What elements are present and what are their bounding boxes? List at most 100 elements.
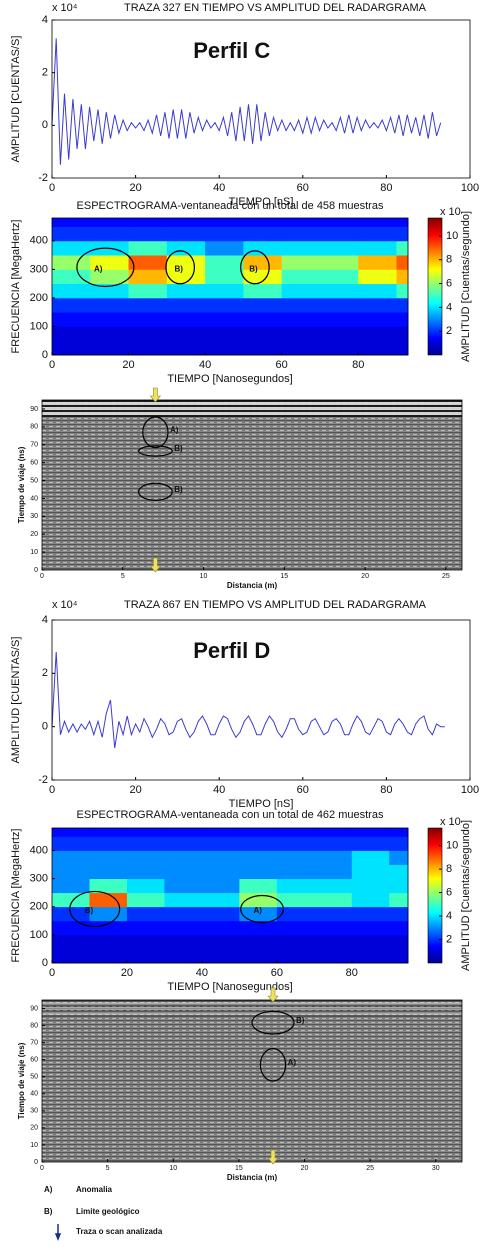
x-axis-label: TIEMPO [nS] [229, 196, 294, 208]
heat-cell [243, 218, 283, 227]
x-tick-label: 40 [196, 967, 208, 979]
heat-cell [319, 226, 359, 242]
heat-cell [166, 297, 206, 313]
heat-cell [276, 864, 315, 880]
heat-cell [128, 255, 168, 270]
x-tick-label: 20 [122, 359, 134, 371]
heat-cell [351, 934, 390, 950]
x-tick-label: 0 [40, 1165, 44, 1172]
x-tick-label: 20 [361, 573, 369, 580]
x-tick-label: 10 [200, 573, 208, 580]
heat-cell [281, 269, 321, 285]
heat-cell [281, 283, 321, 299]
heat-cell [201, 906, 240, 922]
heat-cell [243, 255, 283, 270]
y-axis-label: Tiempo de viaje (ns) [17, 446, 26, 523]
anomaly-ellipse [240, 250, 270, 285]
plot-area [52, 20, 470, 178]
heat-cell [243, 283, 283, 299]
heat-cell [89, 934, 128, 950]
heat-cell [126, 878, 165, 894]
heat-cell [358, 340, 397, 356]
heat-cell [89, 850, 128, 865]
x-tick-label: 0 [49, 967, 55, 979]
heat-cell [358, 218, 397, 227]
trace-arrow [149, 387, 162, 403]
heat-cell [389, 934, 409, 950]
heat-cell [243, 340, 283, 356]
heat-cell [239, 836, 278, 851]
legend-arrow [54, 1224, 62, 1242]
heat-cell [276, 828, 315, 837]
y-tick-label: 2 [42, 667, 48, 679]
heat-cell [128, 240, 168, 256]
heat-cell [126, 906, 165, 922]
heat-cell [389, 906, 409, 922]
annotation-label: B) [85, 906, 94, 915]
heat-cell [52, 878, 90, 894]
heat-cell [52, 283, 91, 299]
heat-cell [396, 297, 409, 313]
x-tick-label: 20 [129, 784, 141, 796]
plot-frame [51, 827, 409, 964]
x-tick-label: 80 [380, 182, 392, 194]
heat-cell [201, 850, 240, 865]
x-axis-label: Distancia (m) [227, 1173, 278, 1182]
heat-cell [164, 836, 203, 851]
trace-arrow [267, 987, 279, 1003]
heat-cell [205, 297, 244, 313]
y-tick-label: 0 [42, 119, 48, 131]
y-tick-label: 0 [42, 349, 48, 361]
heat-cell [243, 312, 283, 327]
heat-cell [243, 226, 283, 242]
heat-cell [205, 340, 244, 356]
heat-cell [351, 864, 390, 880]
heat-cell [239, 934, 278, 950]
heat-cell [389, 878, 409, 894]
y-tick-label: 80 [30, 424, 38, 431]
heat-cell [396, 255, 409, 270]
legend-text: Traza o scan analizada [76, 1227, 163, 1236]
anomaly-ellipse [165, 250, 195, 285]
trace-line [51, 38, 442, 165]
y-tick-label: 0 [42, 957, 48, 969]
anomaly-ellipse [259, 1048, 287, 1082]
x-tick-label: 60 [297, 182, 309, 194]
heat-cell [281, 218, 321, 227]
colorbar [427, 827, 443, 964]
heat-cell [281, 255, 321, 270]
x-tick-label: 0 [40, 573, 44, 580]
heat-cell [243, 326, 283, 342]
axis-exponent: x 10⁴ [52, 2, 78, 14]
x-axis-label: TIEMPO [Nanosegundos] [167, 373, 292, 385]
heat-cell [205, 218, 244, 227]
heat-cell [90, 269, 129, 285]
heat-cell [90, 326, 129, 342]
heat-cell [89, 878, 128, 894]
heat-cell [396, 283, 409, 299]
heat-cell [396, 240, 409, 256]
heat-cell [126, 948, 165, 964]
x-axis-label: Distancia (m) [227, 581, 278, 590]
y-tick-label: 40 [30, 1091, 38, 1098]
heat-cell [128, 283, 168, 299]
heat-cell [319, 283, 359, 299]
heat-cell [166, 218, 206, 227]
heat-cell [239, 892, 278, 908]
heat-cell [201, 892, 240, 908]
profile-label: Perfil D [193, 638, 270, 663]
y-tick-label: 80 [30, 1022, 38, 1029]
x-tick-label: 80 [346, 967, 358, 979]
heat-cell [166, 326, 206, 342]
x-tick-label: 40 [213, 784, 225, 796]
y-axis-label: Tiempo de viaje (ns) [17, 1042, 26, 1119]
heat-cell [358, 226, 397, 242]
colorbar-label: AMPLITUD [Cuentas/segundo] [460, 820, 472, 971]
y-tick-label: 20 [30, 1125, 38, 1132]
colorbar-tick-label: 10 [446, 840, 458, 852]
heat-cell [239, 828, 278, 837]
heat-cell [52, 836, 90, 851]
heat-cell [52, 226, 91, 242]
heat-cell [358, 297, 397, 313]
heat-cell [128, 218, 168, 227]
